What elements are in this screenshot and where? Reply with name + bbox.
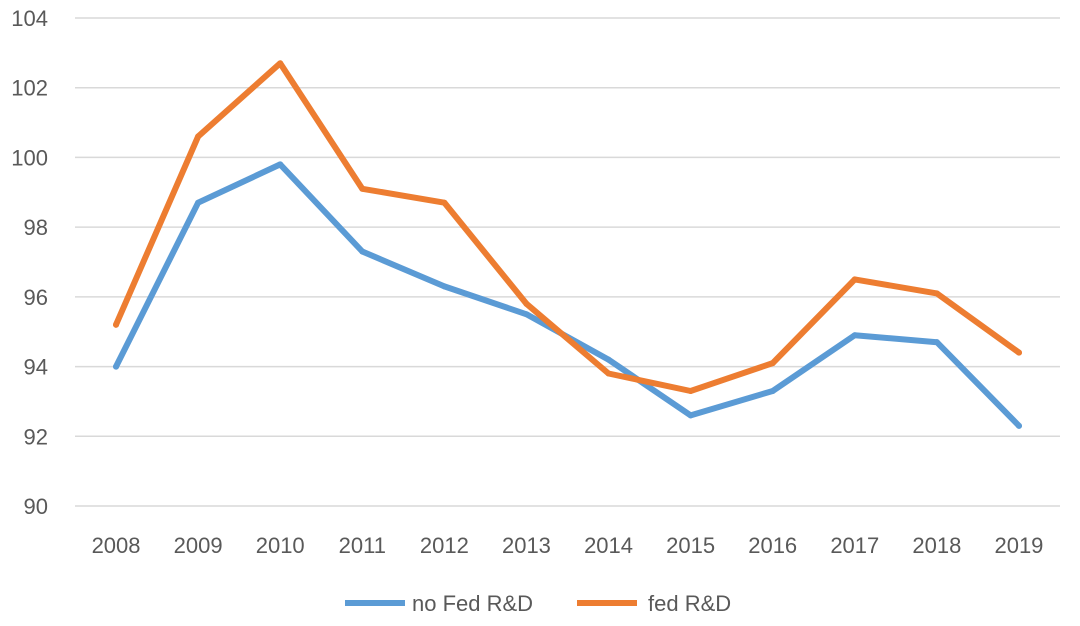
x-tick-label: 2015 — [666, 533, 715, 558]
data-point — [1015, 349, 1022, 356]
x-tick-label: 2019 — [994, 533, 1043, 558]
y-tick-label: 90 — [24, 494, 48, 519]
y-tick-label: 102 — [11, 76, 48, 101]
data-point — [441, 283, 448, 290]
x-tick-label: 2008 — [92, 533, 141, 558]
data-point — [605, 370, 612, 377]
data-point — [769, 387, 776, 394]
x-tick-label: 2014 — [584, 533, 633, 558]
data-point — [195, 133, 202, 140]
y-tick-label: 96 — [24, 285, 48, 310]
data-point — [851, 276, 858, 283]
data-point — [277, 161, 284, 168]
y-tick-label: 100 — [11, 145, 48, 170]
x-tick-label: 2017 — [830, 533, 879, 558]
data-point — [113, 363, 120, 370]
data-point — [113, 321, 120, 328]
series-lines — [113, 60, 1022, 429]
data-point — [769, 360, 776, 367]
x-tick-label: 2013 — [502, 533, 551, 558]
x-tick-label: 2012 — [420, 533, 469, 558]
y-tick-label: 94 — [24, 355, 48, 380]
legend-label: fed R&D — [648, 591, 731, 616]
data-point — [359, 248, 366, 255]
x-tick-label: 2016 — [748, 533, 797, 558]
data-point — [687, 412, 694, 419]
data-point — [687, 387, 694, 394]
data-point — [195, 199, 202, 206]
y-tick-label: 98 — [24, 215, 48, 240]
x-tick-label: 2009 — [174, 533, 223, 558]
y-axis-ticks: 90 92 94 96 98 100 102 104 — [11, 6, 48, 519]
y-tick-label: 92 — [24, 424, 48, 449]
series-line-1 — [113, 161, 1022, 429]
data-point — [359, 185, 366, 192]
data-point — [277, 60, 284, 67]
legend: no Fed R&D fed R&D — [345, 591, 731, 616]
x-tick-label: 2018 — [912, 533, 961, 558]
data-point — [1015, 422, 1022, 429]
data-point — [933, 339, 940, 346]
series-line-2 — [113, 60, 1022, 394]
gridlines — [75, 17, 1060, 507]
legend-label: no Fed R&D — [412, 591, 533, 616]
data-point — [523, 311, 530, 318]
data-point — [523, 300, 530, 307]
x-tick-label: 2011 — [339, 533, 386, 558]
x-tick-label: 2010 — [256, 533, 305, 558]
data-point — [605, 356, 612, 363]
data-point — [933, 290, 940, 297]
data-point — [441, 199, 448, 206]
data-point — [851, 332, 858, 339]
y-tick-label: 104 — [11, 6, 48, 31]
x-axis-ticks: 2008 2009 2010 2011 2012 2013 2014 2015 2016 2017… — [92, 533, 1044, 558]
